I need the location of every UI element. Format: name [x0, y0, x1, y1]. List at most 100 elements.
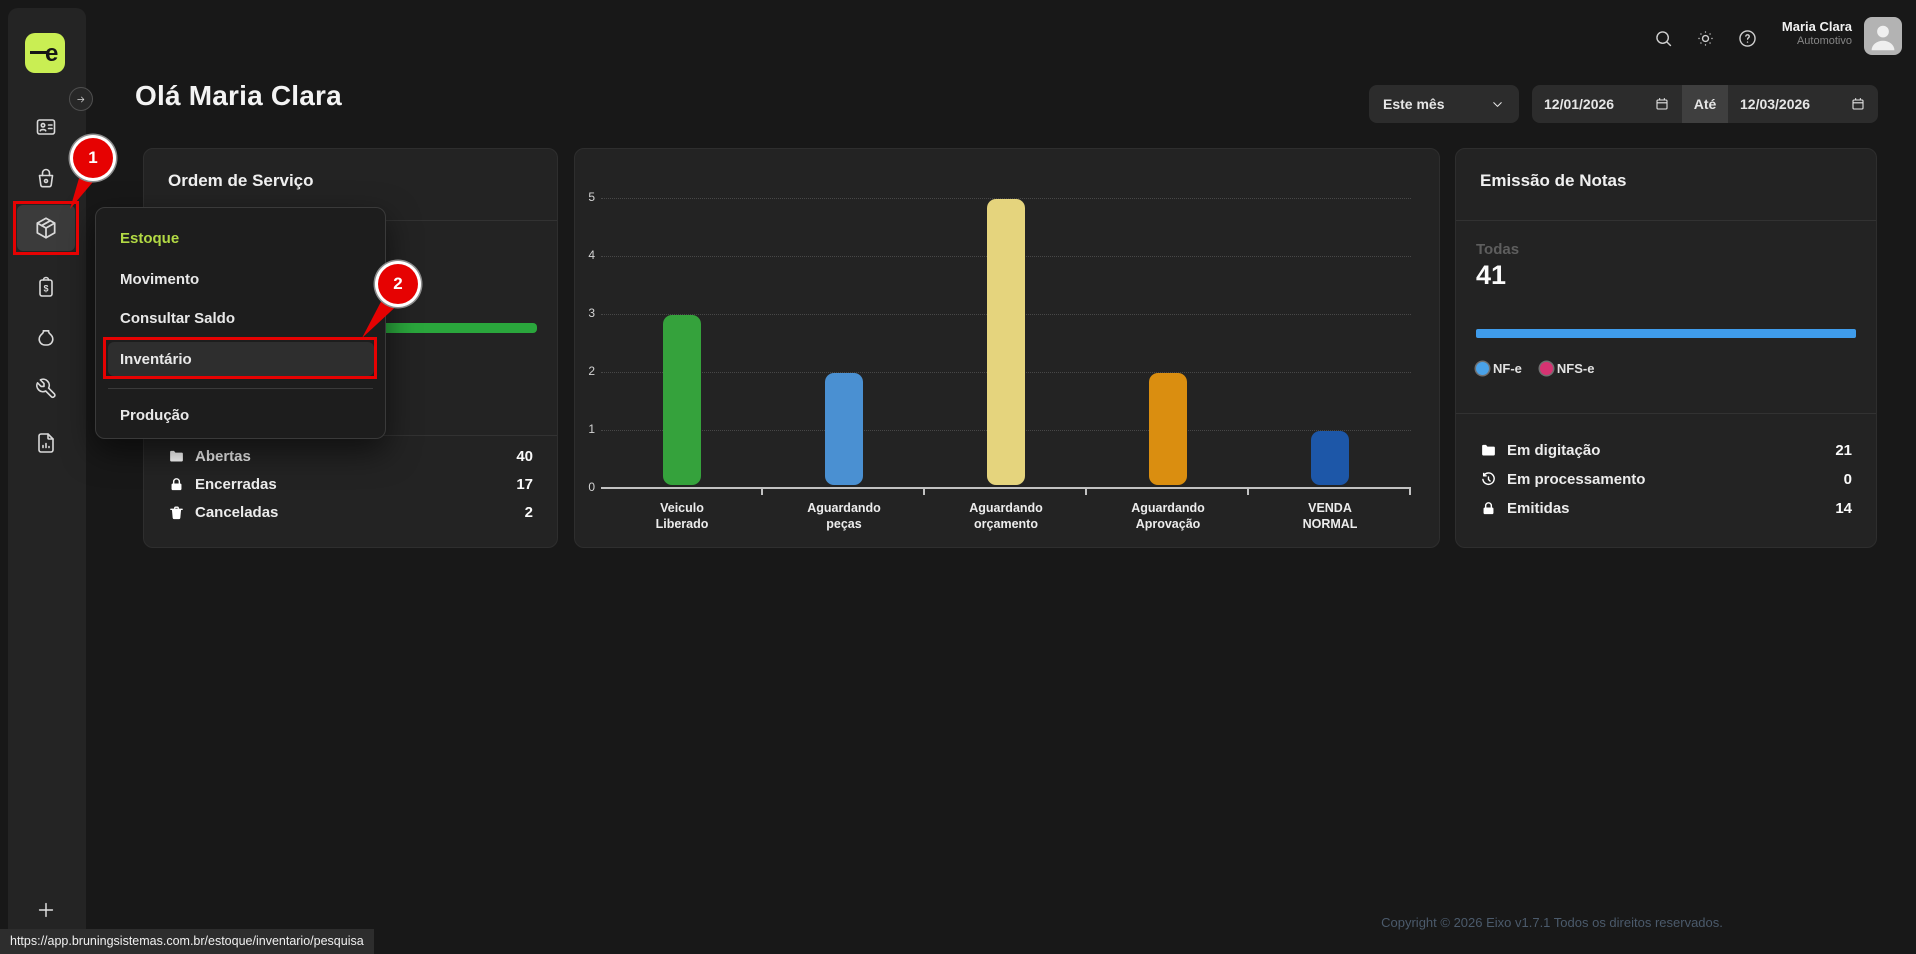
sidebar-item-servicos[interactable]: [18, 367, 74, 411]
svg-text:e: e: [45, 40, 58, 67]
bar-chart-plot: 0 1 2 3 4 5 Veiculo Liberado Aguardando peças Ag…: [588, 190, 1411, 531]
plus-icon: [38, 902, 54, 918]
calendar-icon[interactable]: [1654, 96, 1670, 112]
eixo-logo-icon: e: [30, 40, 58, 67]
search-icon: [1655, 30, 1671, 46]
menu-item-highlight: [108, 342, 374, 376]
avatar[interactable]: [1864, 17, 1902, 55]
user-name: Maria Clara: [1781, 19, 1852, 34]
chart-bar: [663, 315, 701, 485]
svg-text:$: $: [43, 284, 48, 294]
notas-progress-bar: [1476, 329, 1856, 338]
os-row-abertas[interactable]: Abertas 40: [168, 442, 533, 470]
annotation-step-1: 1: [73, 138, 113, 178]
period-select-value: Este mês: [1383, 96, 1445, 112]
search-button[interactable]: [1645, 20, 1681, 56]
os-row-canceladas[interactable]: Canceladas 2: [168, 498, 533, 526]
id-card-icon: [36, 119, 56, 135]
annotation-tail-1: [70, 168, 98, 209]
folder-icon: [168, 448, 185, 465]
sidebar-item-relatorios[interactable]: [18, 421, 74, 465]
copyright-text: Copyright © 2026 Eixo v1.7.1 Todos os di…: [1381, 915, 1723, 930]
row-value: 2: [524, 503, 533, 521]
annotation-rect-inventario: [103, 337, 377, 379]
divider: [1456, 413, 1876, 414]
file-report-icon: [38, 433, 54, 453]
chart-ytick-label: 3: [588, 306, 595, 320]
chart-ytick-label: 5: [588, 190, 595, 204]
menu-item-consultar-saldo[interactable]: Consultar Saldo: [120, 310, 236, 327]
brightness-icon: [1697, 30, 1713, 46]
sidebar-item-caixa[interactable]: [18, 317, 74, 361]
theme-toggle-button[interactable]: [1687, 20, 1723, 56]
legend-entry-nfse[interactable]: NFS-e: [1539, 361, 1595, 376]
help-icon: [1738, 29, 1756, 47]
chart-category-label: Veiculo Liberado: [655, 501, 709, 531]
folder-icon: [1480, 442, 1497, 459]
chart-ytick-label: 1: [588, 422, 595, 436]
row-value: 14: [1835, 499, 1852, 517]
help-button[interactable]: [1729, 20, 1765, 56]
emissao-de-notas-card: Emissão de Notas Todas 41 NF-e NFS-e Em …: [1455, 148, 1877, 548]
chart-category-label: VENDA NORMAL: [1302, 501, 1358, 531]
sidebar-item-financeiro[interactable]: $: [18, 265, 74, 309]
sidebar-item-vendas[interactable]: [18, 156, 74, 200]
arrow-right-icon: [77, 96, 85, 102]
chart-axis-tick: [1409, 489, 1411, 495]
chart-axis-tick: [761, 489, 763, 495]
date-from-input[interactable]: 12/01/2026: [1532, 85, 1682, 123]
lock-icon: [168, 476, 185, 493]
menu-header-estoque: Estoque: [120, 230, 180, 247]
history-icon: [1480, 471, 1497, 488]
sidebar-expand-button[interactable]: [69, 87, 93, 111]
page-title: Olá Maria Clara: [135, 80, 342, 111]
divider: [1456, 220, 1876, 221]
chart-bar: [825, 373, 863, 485]
date-separator-label: Até: [1682, 85, 1728, 123]
row-label: Abertas: [195, 447, 251, 465]
legend-dot-nfe: [1476, 362, 1489, 375]
divider: [108, 388, 373, 389]
chart-category-label: Aguardando orçamento: [969, 501, 1043, 531]
card-title: Emissão de Notas: [1480, 171, 1627, 190]
legend-entry-nfe[interactable]: NF-e: [1476, 361, 1522, 376]
date-to-input[interactable]: 12/03/2026: [1728, 85, 1878, 123]
person-icon: [1871, 25, 1895, 51]
date-to-value: 12/03/2026: [1740, 96, 1811, 112]
notas-row-processamento[interactable]: Em processamento 0: [1480, 465, 1852, 493]
os-row-encerradas[interactable]: Encerradas 17: [168, 470, 533, 498]
calendar-icon[interactable]: [1850, 96, 1866, 112]
user-menu[interactable]: Maria Clara Automotivo: [1720, 19, 1852, 49]
date-range-control: 12/01/2026 Até 12/03/2026: [1532, 85, 1878, 123]
chart-axis-tick: [1085, 489, 1087, 495]
row-value: 0: [1843, 470, 1852, 488]
row-value: 21: [1835, 441, 1852, 459]
menu-item-movimento[interactable]: Movimento: [120, 271, 200, 288]
lock-icon: [1480, 500, 1497, 517]
chevron-down-icon: [1493, 101, 1502, 107]
row-label: Encerradas: [195, 475, 277, 493]
package-icon: [36, 217, 56, 239]
total-value: 41: [1476, 260, 1507, 290]
sidebar-item-estoque[interactable]: [17, 205, 75, 251]
add-button[interactable]: [18, 888, 74, 932]
notas-legend: NF-e NFS-e: [1476, 361, 1594, 376]
app-logo[interactable]: e: [25, 33, 65, 73]
shopping-basket-icon: [38, 168, 54, 188]
notas-row-emitidas[interactable]: Emitidas 14: [1480, 494, 1852, 522]
notas-row-digitacao[interactable]: Em digitação 21: [1480, 436, 1852, 464]
legend-label: NF-e: [1493, 361, 1522, 376]
legend-label: NFS-e: [1556, 361, 1595, 376]
row-value: 40: [516, 447, 533, 465]
legend-dot-nfse: [1539, 362, 1553, 375]
menu-item-inventario[interactable]: Inventário: [120, 351, 192, 368]
period-select[interactable]: Este mês: [1369, 85, 1519, 123]
row-value: 17: [516, 475, 533, 493]
chart-axis-tick: [923, 489, 925, 495]
row-label: Emitidas: [1507, 499, 1570, 517]
user-role: Automotivo: [1796, 35, 1852, 48]
menu-item-producao[interactable]: Produção: [120, 407, 190, 424]
sidebar-item-cadastro[interactable]: [18, 105, 74, 149]
wrench-icon: [36, 378, 56, 399]
annotation-tail-2: [362, 294, 403, 338]
